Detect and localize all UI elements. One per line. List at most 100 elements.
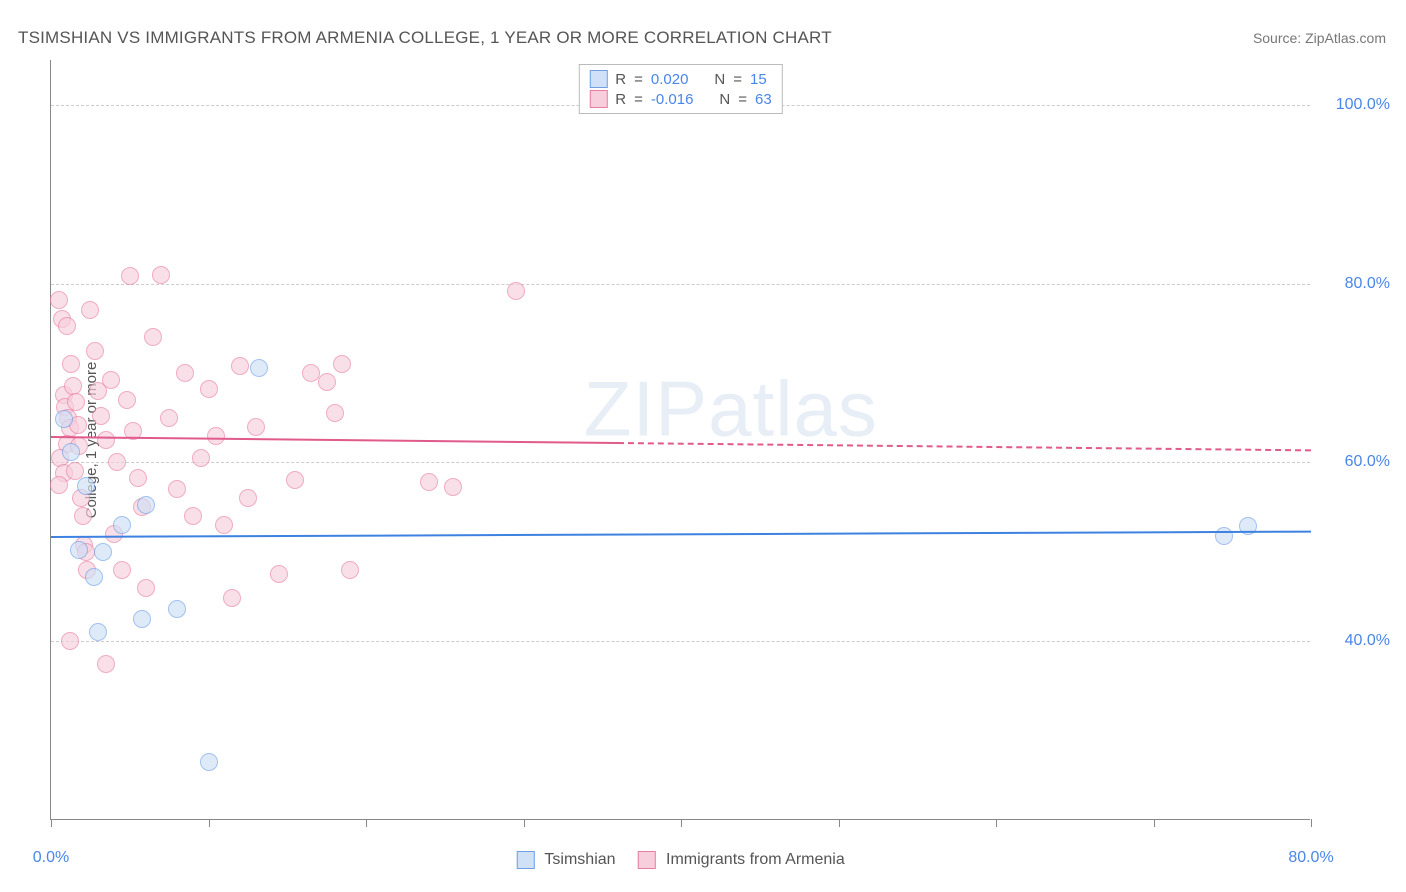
source-attribution: Source: ZipAtlas.com	[1253, 30, 1386, 46]
scatter-point-armenia	[247, 418, 265, 436]
scatter-point-armenia	[270, 565, 288, 583]
scatter-point-armenia	[176, 364, 194, 382]
scatter-point-armenia	[67, 393, 85, 411]
scatter-point-tsimshian	[70, 541, 88, 559]
y-tick-label: 100.0%	[1320, 96, 1390, 114]
scatter-point-tsimshian	[85, 568, 103, 586]
x-tick	[51, 819, 52, 827]
eq-sign: =	[634, 91, 643, 108]
legend-label-armenia: Immigrants from Armenia	[666, 851, 845, 868]
scatter-point-armenia	[239, 489, 257, 507]
scatter-point-armenia	[231, 357, 249, 375]
x-tick	[209, 819, 210, 827]
scatter-point-armenia	[102, 371, 120, 389]
scatter-point-tsimshian	[133, 610, 151, 628]
scatter-point-armenia	[62, 355, 80, 373]
scatter-point-tsimshian	[250, 359, 268, 377]
scatter-point-armenia	[61, 632, 79, 650]
gridline	[51, 284, 1310, 285]
scatter-point-armenia	[108, 453, 126, 471]
scatter-point-tsimshian	[168, 600, 186, 618]
correlation-legend: R = 0.020 N = 15 R = -0.016 N = 63	[578, 64, 782, 114]
watermark-atlas: atlas	[708, 365, 878, 453]
watermark-zip: ZIP	[584, 365, 708, 453]
x-tick	[996, 819, 997, 827]
series-legend: Tsimshian Immigrants from Armenia	[516, 851, 844, 869]
scatter-point-armenia	[137, 579, 155, 597]
scatter-point-armenia	[97, 655, 115, 673]
scatter-point-armenia	[333, 355, 351, 373]
n-label: N	[719, 91, 730, 108]
scatter-point-tsimshian	[55, 410, 73, 428]
scatter-point-armenia	[118, 391, 136, 409]
y-tick-label: 80.0%	[1320, 275, 1390, 293]
r-value-armenia: -0.016	[651, 91, 694, 108]
scatter-point-armenia	[420, 473, 438, 491]
scatter-point-tsimshian	[89, 623, 107, 641]
scatter-point-armenia	[168, 480, 186, 498]
chart-title: TSIMSHIAN VS IMMIGRANTS FROM ARMENIA COL…	[18, 28, 832, 48]
scatter-point-armenia	[58, 317, 76, 335]
legend-swatch-armenia	[589, 90, 607, 108]
scatter-point-armenia	[81, 301, 99, 319]
scatter-point-armenia	[113, 561, 131, 579]
legend-row-armenia: R = -0.016 N = 63	[589, 89, 771, 109]
scatter-point-armenia	[129, 469, 147, 487]
scatter-point-armenia	[50, 476, 68, 494]
regression-line	[51, 530, 1311, 537]
scatter-point-armenia	[207, 427, 225, 445]
scatter-point-armenia	[92, 407, 110, 425]
legend-item-tsimshian: Tsimshian	[516, 851, 615, 869]
scatter-point-tsimshian	[77, 477, 95, 495]
eq-sign: =	[634, 71, 643, 88]
scatter-point-tsimshian	[62, 443, 80, 461]
x-tick	[1154, 819, 1155, 827]
x-tick-label: 80.0%	[1288, 849, 1333, 867]
y-tick-label: 60.0%	[1320, 453, 1390, 471]
scatter-point-armenia	[74, 507, 92, 525]
scatter-point-armenia	[286, 471, 304, 489]
r-value-tsimshian: 0.020	[651, 71, 689, 88]
legend-label-tsimshian: Tsimshian	[544, 851, 615, 868]
scatter-point-armenia	[192, 449, 210, 467]
scatter-point-armenia	[50, 291, 68, 309]
scatter-point-armenia	[223, 589, 241, 607]
scatter-point-armenia	[86, 342, 104, 360]
scatter-point-armenia	[160, 409, 178, 427]
scatter-point-armenia	[184, 507, 202, 525]
y-tick-label: 40.0%	[1320, 632, 1390, 650]
scatter-point-armenia	[444, 478, 462, 496]
x-tick	[1311, 819, 1312, 827]
regression-line	[618, 442, 1311, 451]
r-label: R	[615, 91, 626, 108]
x-tick	[681, 819, 682, 827]
x-tick	[366, 819, 367, 827]
scatter-point-armenia	[318, 373, 336, 391]
scatter-point-armenia	[200, 380, 218, 398]
gridline	[51, 641, 1310, 642]
scatter-point-tsimshian	[137, 496, 155, 514]
r-label: R	[615, 71, 626, 88]
scatter-point-armenia	[507, 282, 525, 300]
scatter-point-tsimshian	[200, 753, 218, 771]
scatter-point-armenia	[215, 516, 233, 534]
eq-sign: =	[738, 91, 747, 108]
regression-line	[51, 436, 618, 444]
eq-sign: =	[733, 71, 742, 88]
n-label: N	[714, 71, 725, 88]
scatter-point-tsimshian	[113, 516, 131, 534]
scatter-point-armenia	[326, 404, 344, 422]
scatter-point-armenia	[152, 266, 170, 284]
x-tick	[839, 819, 840, 827]
x-tick-label: 0.0%	[33, 849, 69, 867]
x-tick	[524, 819, 525, 827]
scatter-point-armenia	[144, 328, 162, 346]
n-value-armenia: 63	[755, 91, 772, 108]
legend-swatch-armenia	[638, 851, 656, 869]
n-value-tsimshian: 15	[750, 71, 767, 88]
legend-item-armenia: Immigrants from Armenia	[638, 851, 845, 869]
scatter-point-armenia	[97, 431, 115, 449]
scatter-point-tsimshian	[94, 543, 112, 561]
watermark: ZIPatlas	[584, 364, 878, 455]
legend-row-tsimshian: R = 0.020 N = 15	[589, 69, 771, 89]
